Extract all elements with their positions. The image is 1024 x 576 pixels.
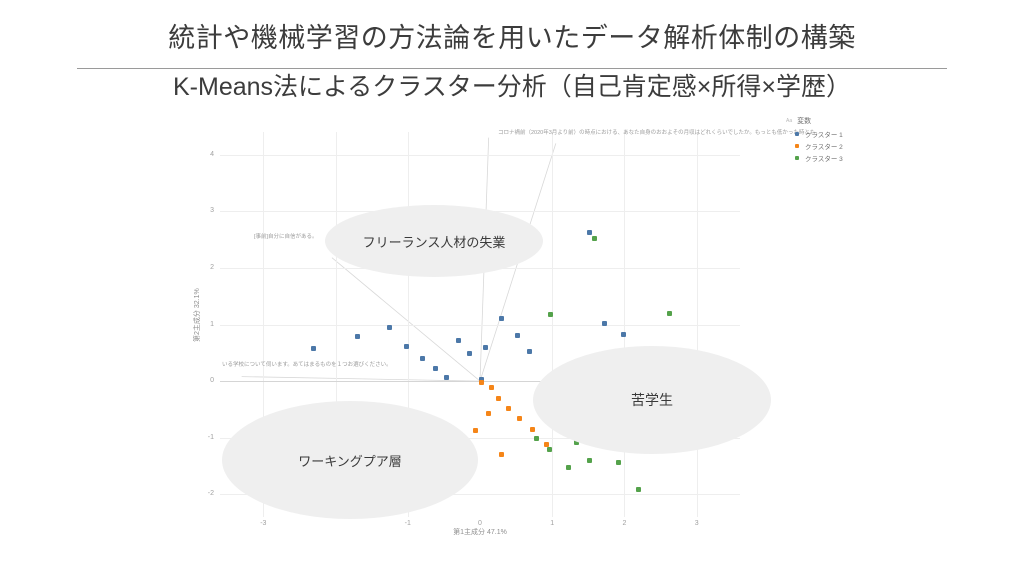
data-point[interactable] bbox=[311, 345, 317, 351]
plot-area: -3 -1 0 1 2 3 -2 -1 0 1 2 3 4 コロナ禍前（2020年3月より前）の時点におけ… bbox=[208, 130, 821, 527]
data-point[interactable] bbox=[515, 333, 521, 339]
data-point[interactable] bbox=[473, 428, 479, 434]
data-point[interactable] bbox=[546, 446, 552, 452]
data-point[interactable] bbox=[543, 442, 549, 448]
data-point[interactable] bbox=[574, 439, 580, 445]
x-tick-label: 3 bbox=[694, 520, 699, 527]
legend-swatch-icon bbox=[795, 144, 799, 148]
data-point[interactable] bbox=[466, 351, 472, 357]
x-axis-title: 第1主成分 47.1% bbox=[453, 529, 507, 536]
x-tick-label: -3 bbox=[260, 520, 267, 527]
data-point[interactable] bbox=[529, 427, 535, 433]
data-point[interactable] bbox=[587, 230, 593, 236]
data-point[interactable] bbox=[636, 487, 642, 493]
legend-item[interactable]: クラスター 3 bbox=[795, 153, 886, 163]
data-point[interactable] bbox=[601, 320, 607, 326]
variable-loading-label: [事前]自分に自信がある。 bbox=[254, 234, 318, 240]
y-tick-label: -2 bbox=[207, 490, 214, 498]
data-point[interactable] bbox=[526, 349, 532, 355]
callout-label: ワーキングプア層 bbox=[298, 453, 402, 469]
x-tick-label: 0 bbox=[478, 520, 482, 527]
y-tick-label: 1 bbox=[210, 320, 214, 328]
data-point[interactable] bbox=[587, 457, 593, 463]
title-divider bbox=[77, 68, 947, 69]
x-tick-label: 1 bbox=[550, 520, 555, 527]
data-point[interactable] bbox=[506, 405, 512, 411]
x-tick-label: 2 bbox=[622, 520, 627, 527]
data-point[interactable] bbox=[432, 366, 438, 372]
callout-working-student: 苦学生 bbox=[533, 346, 771, 454]
gridline-horizontal bbox=[220, 324, 740, 326]
data-point[interactable] bbox=[533, 436, 539, 442]
callout-freelance-unemployment: フリーランス人材の失業 bbox=[325, 205, 543, 277]
data-point[interactable] bbox=[489, 385, 495, 391]
legend-swatch-icon bbox=[795, 156, 799, 160]
gridline-horizontal bbox=[220, 494, 740, 496]
y-tick-label: 0 bbox=[210, 377, 214, 385]
data-point[interactable] bbox=[591, 235, 597, 241]
data-point[interactable] bbox=[666, 310, 672, 316]
y-tick-label: 3 bbox=[210, 207, 214, 215]
data-point[interactable] bbox=[620, 332, 626, 338]
data-point[interactable] bbox=[478, 379, 484, 385]
x-tick-label: -1 bbox=[404, 520, 411, 527]
legend: Aa 変数 クラスター 1 クラスター 2 クラスター 3 bbox=[786, 116, 886, 165]
callout-label: フリーランス人材の失業 bbox=[362, 234, 506, 250]
variable-loading-label: コロナ禍前（2020年3月より前）の時点における、あなた自身のおおよその月収はど… bbox=[498, 130, 821, 136]
page-title: 統計や機械学習の方法論を用いたデータ解析体制の構築 bbox=[168, 23, 856, 53]
data-point[interactable] bbox=[499, 316, 505, 322]
legend-header: Aa 変数 bbox=[786, 116, 886, 126]
data-point[interactable] bbox=[548, 311, 554, 317]
data-point[interactable] bbox=[419, 355, 425, 361]
font-size-icon: Aa bbox=[786, 118, 793, 124]
data-point[interactable] bbox=[387, 324, 393, 330]
page-subtitle: K-Means法によるクラスター分析（自己肯定感×所得×学歴） bbox=[173, 73, 851, 101]
data-point[interactable] bbox=[486, 411, 492, 417]
legend-item-label: クラスター 3 bbox=[805, 156, 843, 163]
title-block: 統計や機械学習の方法論を用いたデータ解析体制の構築 bbox=[0, 22, 1024, 56]
data-point[interactable] bbox=[403, 343, 409, 349]
legend-item-label: クラスター 2 bbox=[805, 144, 843, 151]
data-point[interactable] bbox=[496, 395, 502, 401]
gridline-horizontal bbox=[220, 154, 740, 156]
callout-working-poor: ワーキングプア層 bbox=[222, 401, 478, 519]
data-point[interactable] bbox=[455, 337, 461, 343]
callout-label: 苦学生 bbox=[631, 392, 673, 408]
data-point[interactable] bbox=[483, 344, 489, 350]
gridline-horizontal bbox=[220, 437, 740, 439]
data-point[interactable] bbox=[499, 452, 505, 458]
y-axis-title: 第2主成分 32.1% bbox=[194, 288, 201, 342]
y-tick-label: 4 bbox=[210, 150, 214, 158]
y-tick-label: -1 bbox=[207, 433, 214, 441]
legend-item-label: クラスター 1 bbox=[805, 132, 843, 139]
data-point[interactable] bbox=[616, 460, 622, 466]
legend-swatch-icon bbox=[795, 132, 799, 136]
legend-item[interactable]: クラスター 2 bbox=[795, 141, 886, 151]
data-point[interactable] bbox=[565, 464, 571, 470]
variable-loading-label: いる学校について伺います。あてはまるものを１つお選びください。 bbox=[222, 362, 392, 368]
y-tick-label: 2 bbox=[210, 263, 214, 271]
data-point[interactable] bbox=[354, 334, 360, 340]
cluster-scatter-chart: -3 -1 0 1 2 3 -2 -1 0 1 2 3 4 コロナ禍前（2020年3月より前）の時点におけ… bbox=[190, 112, 890, 552]
legend-item[interactable]: クラスター 1 bbox=[795, 129, 886, 139]
legend-title: 変数 bbox=[797, 118, 812, 125]
data-point[interactable] bbox=[444, 375, 450, 381]
data-point[interactable] bbox=[517, 415, 523, 421]
